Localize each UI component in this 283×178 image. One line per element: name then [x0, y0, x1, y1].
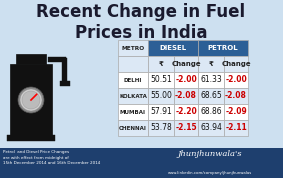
FancyBboxPatch shape [198, 40, 248, 56]
Text: 53.78: 53.78 [150, 124, 172, 132]
Text: -2.00: -2.00 [175, 75, 197, 85]
FancyBboxPatch shape [148, 120, 174, 136]
Text: Change: Change [221, 61, 251, 67]
Text: Petrol  and Diesel Price Changes
are with effect from midnight of
15th December : Petrol and Diesel Price Changes are with… [3, 150, 100, 165]
FancyBboxPatch shape [198, 72, 224, 88]
FancyBboxPatch shape [198, 120, 224, 136]
Text: CHENNAI: CHENNAI [119, 125, 147, 130]
Text: 55.00: 55.00 [150, 91, 172, 101]
FancyBboxPatch shape [148, 56, 174, 72]
FancyBboxPatch shape [0, 148, 283, 178]
Text: Jhunjhunwala's: Jhunjhunwala's [178, 150, 242, 158]
FancyBboxPatch shape [148, 88, 174, 104]
FancyBboxPatch shape [148, 104, 174, 120]
FancyBboxPatch shape [60, 81, 70, 86]
FancyBboxPatch shape [118, 88, 148, 104]
Text: ₹: ₹ [209, 61, 213, 67]
Text: Recent Change in Fuel
Prices in India: Recent Change in Fuel Prices in India [37, 3, 246, 43]
FancyBboxPatch shape [174, 72, 198, 88]
Text: -2.09: -2.09 [225, 108, 247, 116]
Circle shape [20, 89, 42, 111]
Text: DIESEL: DIESEL [159, 45, 186, 51]
FancyBboxPatch shape [62, 58, 67, 82]
Circle shape [18, 87, 44, 113]
FancyBboxPatch shape [118, 40, 148, 56]
Text: -2.08: -2.08 [175, 91, 197, 101]
FancyBboxPatch shape [224, 56, 248, 72]
Text: -2.20: -2.20 [175, 108, 197, 116]
Text: 61.33: 61.33 [200, 75, 222, 85]
FancyBboxPatch shape [118, 72, 148, 88]
Text: -2.15: -2.15 [175, 124, 197, 132]
Text: 68.65: 68.65 [200, 91, 222, 101]
Text: PETROL: PETROL [208, 45, 238, 51]
FancyBboxPatch shape [7, 135, 55, 141]
FancyBboxPatch shape [148, 40, 198, 56]
FancyBboxPatch shape [198, 88, 224, 104]
FancyBboxPatch shape [48, 57, 66, 62]
FancyBboxPatch shape [148, 72, 174, 88]
FancyBboxPatch shape [174, 120, 198, 136]
Text: -2.08: -2.08 [225, 91, 247, 101]
FancyBboxPatch shape [174, 56, 198, 72]
FancyBboxPatch shape [224, 88, 248, 104]
Text: -2.11: -2.11 [225, 124, 247, 132]
Text: 57.91: 57.91 [150, 108, 172, 116]
Text: METRO: METRO [121, 46, 145, 51]
FancyBboxPatch shape [174, 88, 198, 104]
FancyBboxPatch shape [118, 104, 148, 120]
FancyBboxPatch shape [118, 56, 148, 72]
FancyBboxPatch shape [174, 104, 198, 120]
FancyBboxPatch shape [224, 104, 248, 120]
FancyBboxPatch shape [16, 54, 46, 64]
FancyBboxPatch shape [10, 64, 52, 136]
Text: 50.51: 50.51 [150, 75, 172, 85]
Text: KOLKATA: KOLKATA [119, 93, 147, 98]
FancyBboxPatch shape [224, 72, 248, 88]
Text: 63.94: 63.94 [200, 124, 222, 132]
Text: DELHI: DELHI [124, 77, 142, 82]
FancyBboxPatch shape [198, 56, 224, 72]
FancyBboxPatch shape [224, 120, 248, 136]
Text: -2.00: -2.00 [225, 75, 247, 85]
FancyBboxPatch shape [118, 120, 148, 136]
Text: MUMBAI: MUMBAI [120, 109, 146, 114]
Text: ₹: ₹ [158, 61, 164, 67]
Text: www.linkedin.com/company/jhunjhunwalas: www.linkedin.com/company/jhunjhunwalas [168, 171, 252, 175]
Text: Change: Change [171, 61, 201, 67]
FancyBboxPatch shape [198, 104, 224, 120]
Text: 68.86: 68.86 [200, 108, 222, 116]
Circle shape [22, 91, 40, 109]
